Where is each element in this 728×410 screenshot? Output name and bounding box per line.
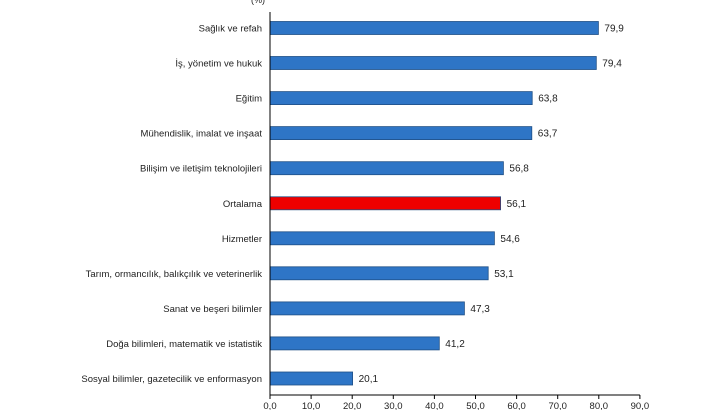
bar [269,266,489,281]
bar [269,336,440,351]
category-label: Sosyal bilimler, gazetecilik ve enformas… [81,374,262,385]
value-label: 47,3 [470,304,490,315]
category-labels-group: Sağlık ve refah İş, yönetim ve hukuk Eğiti… [81,24,262,386]
bars-group [269,21,599,386]
bar [269,231,495,246]
unit-label: (%) [251,0,265,5]
value-label: 20,1 [359,374,379,385]
x-tick-label: 90,0 [631,401,650,410]
category-label: Sanat ve beşeri bilimler [163,304,262,315]
category-label: Hizmetler [222,234,262,245]
category-label: Doğa bilimleri, matematik ve istatistik [106,339,262,350]
value-label: 56,8 [509,164,529,175]
bar [269,161,504,176]
x-tick-label: 80,0 [590,401,609,410]
x-tick-label: 70,0 [548,401,567,410]
bar [269,21,599,35]
category-label: İş, yönetim ve hukuk [175,59,262,70]
x-axis: 0,0 10,0 20,0 30,0 40,0 50,0 60,0 70,0 80,0 90,0 [263,394,650,410]
value-label: 54,6 [500,234,520,245]
x-tick-label: 60,0 [507,401,526,410]
x-tick-label: 30,0 [384,401,403,410]
value-label: 41,2 [445,339,465,350]
value-label: 56,1 [507,199,527,210]
value-label: 63,8 [538,94,558,105]
bar-average [269,196,502,211]
x-tick-label: 20,0 [343,401,362,410]
x-tick-label: 0,0 [263,401,276,410]
value-label: 53,1 [494,269,514,280]
value-label: 63,7 [538,129,558,140]
category-label: Ortalama [223,199,263,210]
category-label: Tarım, ormancılık, balıkçılık ve veterin… [86,269,263,280]
category-label: Sağlık ve refah [199,24,262,35]
bar [269,371,353,386]
x-tick-label: 50,0 [466,401,485,410]
bar [269,91,533,105]
bar [269,126,533,140]
bar [269,56,597,70]
category-label: Bilişim ve iletişim teknolojileri [140,164,262,175]
value-label: 79,9 [604,24,624,35]
bar [269,301,465,316]
value-labels-group: 79,9 79,4 63,8 63,7 56,8 56,1 54,6 53,1 47,3 41,2… [359,24,625,386]
x-tick-label: 10,0 [302,401,321,410]
category-label: Mühendislik, imalat ve inşaat [141,129,263,140]
category-label: Eğitim [236,94,262,105]
value-label: 79,4 [602,59,622,70]
x-tick-label: 40,0 [425,401,444,410]
